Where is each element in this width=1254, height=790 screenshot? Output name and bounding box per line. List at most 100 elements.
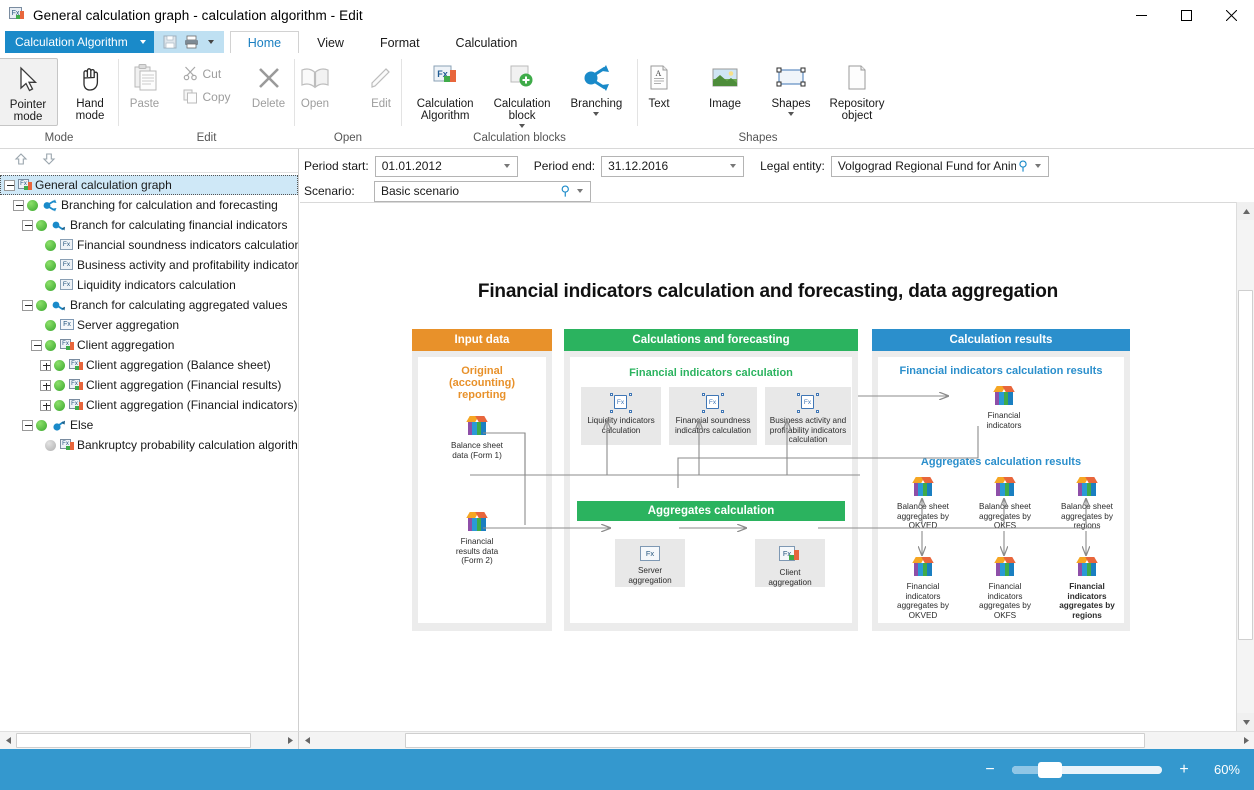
vertical-scroll-thumb[interactable] bbox=[1238, 290, 1253, 640]
image-shape-button[interactable]: Image bbox=[695, 58, 755, 112]
tree-item-server-aggregation[interactable]: Fx Server aggregation bbox=[0, 315, 298, 335]
copy-button[interactable]: Copy bbox=[175, 85, 239, 108]
scroll-left-arrow-icon[interactable] bbox=[299, 732, 315, 749]
period-start-input[interactable]: 01.01.2012 bbox=[374, 155, 518, 177]
search-icon[interactable]: ⚲ bbox=[1018, 158, 1028, 173]
financial-indicators-aggregates-okved-object[interactable]: Financial indicators aggregates by OKVED bbox=[888, 556, 958, 620]
canvas-vertical-scrollbar[interactable] bbox=[1236, 202, 1254, 731]
calculation-block-button[interactable]: Calculation block bbox=[488, 58, 557, 130]
scroll-track[interactable] bbox=[16, 732, 282, 749]
chevron-down-icon[interactable] bbox=[593, 112, 600, 116]
balance-sheet-data-object[interactable]: Balance sheet data (Form 1) bbox=[442, 415, 512, 460]
maximize-button[interactable] bbox=[1164, 0, 1209, 31]
qat-dropdown-icon[interactable] bbox=[207, 40, 214, 44]
cut-button[interactable]: Cut bbox=[175, 62, 239, 85]
chevron-down-icon[interactable] bbox=[503, 164, 510, 168]
expand-toggle[interactable] bbox=[40, 359, 51, 371]
app-menu-button[interactable]: Calculation Algorithm bbox=[5, 31, 154, 53]
chevron-down-icon[interactable] bbox=[788, 112, 794, 116]
scroll-up-arrow-icon[interactable] bbox=[1237, 202, 1254, 220]
tree-item-general-calculation-graph[interactable]: Fx General calculation graph bbox=[0, 175, 298, 195]
tree-item-financial-soundness-indicators-calculation[interactable]: Fx Financial soundness indicators calcul… bbox=[0, 235, 298, 255]
pointer-mode-button[interactable]: Pointer mode bbox=[0, 58, 58, 126]
object-label: Balance sheet aggregates by OKFS bbox=[979, 502, 1031, 530]
tree-item-branch-for-calculating-aggregated-values[interactable]: Branch for calculating aggregated values bbox=[0, 295, 298, 315]
balance-sheet-aggregates-okved-object[interactable]: Balance sheet aggregates by OKVED bbox=[888, 476, 958, 531]
tab-format[interactable]: Format bbox=[379, 36, 420, 50]
tree-item-business-activity-and-profitability-indicators-calculation[interactable]: Fx Business activity and profitability i… bbox=[0, 255, 298, 275]
tree-item-else[interactable]: Else bbox=[0, 415, 298, 435]
object-label: Financial indicators aggregates by OKVED bbox=[897, 582, 949, 620]
search-icon[interactable]: ⚲ bbox=[560, 183, 570, 198]
server-aggregation-node[interactable]: Fx Server aggregation bbox=[615, 539, 685, 587]
tree-item-branch-for-calculating-financial-indicators[interactable]: Branch for calculating financial indicat… bbox=[0, 215, 298, 235]
repository-object-button[interactable]: Repository object bbox=[827, 58, 887, 124]
zoom-out-button[interactable]: − bbox=[985, 760, 995, 778]
financial-soundness-indicators-calculation-node[interactable]: Fx Financial soundness indicators calcul… bbox=[669, 387, 757, 445]
shapes-button[interactable]: Shapes bbox=[761, 58, 821, 118]
financial-results-data-object[interactable]: Financial results data (Form 2) bbox=[442, 511, 512, 566]
tree-item-client-aggregation-balance-sheet[interactable]: Fx Client aggregation (Balance sheet) bbox=[0, 355, 298, 375]
tree-item-branching-for-calculation-and-forecasting[interactable]: Branching for calculation and forecastin… bbox=[0, 195, 298, 215]
collapse-toggle[interactable] bbox=[22, 299, 33, 311]
tree-item-client-aggregation-financial-indicators[interactable]: Fx Client aggregation (Financial indicat… bbox=[0, 395, 298, 415]
paste-button[interactable]: Paste bbox=[115, 58, 175, 112]
fx-graph-icon: Fx bbox=[69, 358, 83, 372]
financial-indicators-aggregates-okfs-object[interactable]: Financial indicators aggregates by OKFS bbox=[970, 556, 1040, 620]
calculation-algorithm-button[interactable]: Fx Calculation Algorithm bbox=[411, 58, 480, 124]
financial-indicators-object[interactable]: Financial indicators bbox=[969, 385, 1039, 430]
delete-button[interactable]: Delete bbox=[239, 58, 299, 112]
print-icon[interactable] bbox=[182, 32, 202, 52]
horizontal-scroll-thumb[interactable] bbox=[16, 733, 251, 748]
chevron-down-icon[interactable] bbox=[1034, 164, 1041, 168]
scroll-track[interactable] bbox=[315, 732, 1238, 749]
hand-mode-button[interactable]: Hand mode bbox=[60, 58, 120, 124]
collapse-toggle[interactable] bbox=[4, 179, 15, 191]
tree-item-bankruptcy-probability-calculation-algorithm[interactable]: Fx Bankruptcy probability calculation al… bbox=[0, 435, 298, 455]
expand-toggle[interactable] bbox=[40, 379, 51, 391]
scroll-left-arrow-icon[interactable] bbox=[0, 732, 16, 749]
balance-sheet-aggregates-okfs-object[interactable]: Balance sheet aggregates by OKFS bbox=[970, 476, 1040, 531]
minimize-button[interactable] bbox=[1119, 0, 1164, 31]
collapse-toggle[interactable] bbox=[22, 419, 33, 431]
liquidity-indicators-calculation-node[interactable]: Fx Liquidity indicators calculation bbox=[581, 387, 661, 445]
zoom-slider-thumb[interactable] bbox=[1038, 761, 1062, 778]
financial-indicators-aggregates-regions-object[interactable]: Financial indicators aggregates by regio… bbox=[1052, 556, 1122, 620]
close-button[interactable] bbox=[1209, 0, 1254, 31]
tree-item-liquidity-indicators-calculation[interactable]: Fx Liquidity indicators calculation bbox=[0, 275, 298, 295]
chevron-down-icon[interactable] bbox=[730, 164, 737, 168]
canvas-horizontal-scrollbar[interactable] bbox=[299, 731, 1254, 749]
scroll-right-arrow-icon[interactable] bbox=[1238, 732, 1254, 749]
tab-home[interactable]: Home bbox=[229, 31, 300, 53]
tree-horizontal-scrollbar[interactable] bbox=[0, 731, 299, 749]
zoom-slider[interactable] bbox=[1012, 761, 1162, 778]
diagram-canvas[interactable]: Financial indicators calculation and for… bbox=[300, 202, 1236, 731]
legal-entity-input[interactable]: Volgograd Regional Fund for Animal ' ⚲ bbox=[830, 155, 1049, 177]
scenario-input[interactable]: Basic scenario ⚲ bbox=[374, 180, 591, 202]
tab-calculation[interactable]: Calculation bbox=[455, 36, 518, 50]
scroll-down-arrow-icon[interactable] bbox=[1237, 713, 1254, 731]
period-end-input[interactable]: 31.12.2016 bbox=[601, 155, 745, 177]
collapse-toggle[interactable] bbox=[22, 219, 33, 231]
edit-button[interactable]: Edit bbox=[351, 58, 411, 112]
business-activity-profitability-indicators-calculation-node[interactable]: Fx Business activity and profitability i… bbox=[765, 387, 851, 445]
open-button[interactable]: Open bbox=[285, 58, 345, 112]
balance-sheet-aggregates-regions-object[interactable]: Balance sheet aggregates by regions bbox=[1052, 476, 1122, 531]
expand-toggle[interactable] bbox=[40, 399, 51, 411]
text-shape-button[interactable]: A Text bbox=[629, 58, 689, 112]
arrow-up-icon[interactable] bbox=[14, 152, 28, 169]
tree-item-client-aggregation-financial-results[interactable]: Fx Client aggregation (Financial results… bbox=[0, 375, 298, 395]
chevron-down-icon[interactable] bbox=[519, 124, 526, 128]
client-aggregation-node[interactable]: Fx Client aggregation bbox=[755, 539, 825, 587]
horizontal-scroll-thumb[interactable] bbox=[405, 733, 1145, 748]
save-icon[interactable] bbox=[160, 32, 180, 52]
chevron-down-icon[interactable] bbox=[577, 189, 583, 193]
collapse-toggle[interactable] bbox=[31, 339, 42, 351]
collapse-toggle[interactable] bbox=[13, 199, 24, 211]
scroll-right-arrow-icon[interactable] bbox=[282, 732, 298, 749]
arrow-down-icon[interactable] bbox=[42, 152, 56, 169]
tab-view[interactable]: View bbox=[317, 36, 344, 50]
zoom-in-button[interactable]: + bbox=[1179, 760, 1189, 778]
branching-button[interactable]: Branching bbox=[565, 58, 629, 118]
tree-item-client-aggregation[interactable]: Fx Client aggregation bbox=[0, 335, 298, 355]
